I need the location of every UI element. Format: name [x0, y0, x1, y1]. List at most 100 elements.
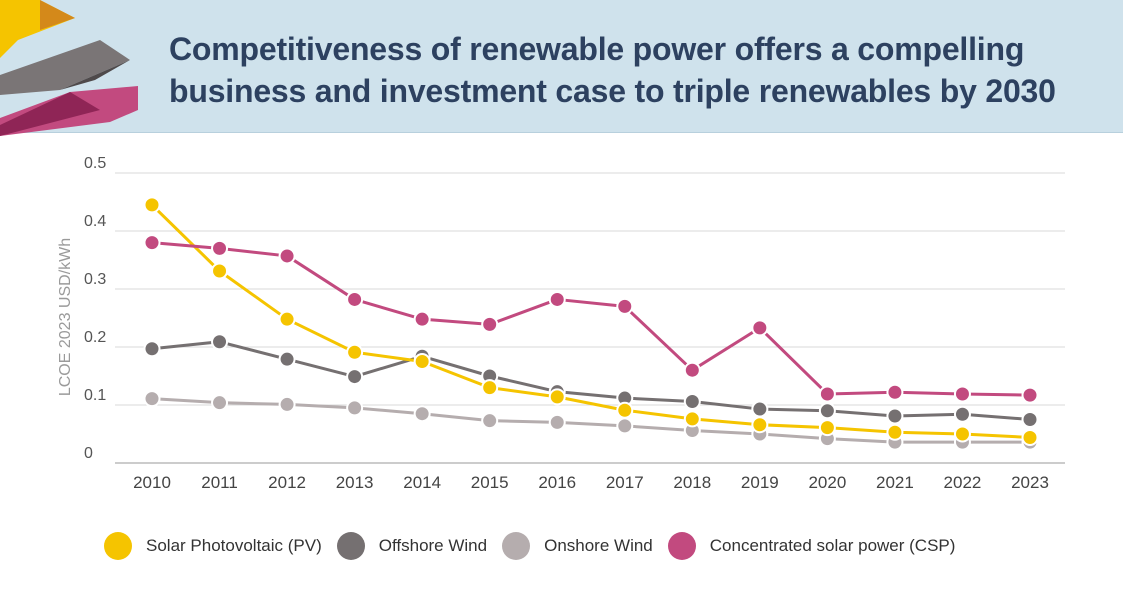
deco-darkgray-shape: [60, 60, 130, 90]
data-point-onshore-wind: [548, 413, 566, 431]
legend-item-onshore-wind: Onshore Wind: [502, 532, 653, 560]
data-point-csp: [886, 383, 904, 401]
series-csp: [143, 234, 1039, 404]
data-point-csp: [413, 310, 431, 328]
data-point-solar-pv: [616, 401, 634, 419]
data-point-onshore-wind: [481, 412, 499, 430]
legend-label-onshore-wind: Onshore Wind: [544, 536, 653, 555]
data-point-solar-pv: [143, 196, 161, 214]
data-point-solar-pv: [1021, 428, 1039, 446]
deco-darkpink-shape: [0, 92, 100, 136]
data-point-csp: [548, 290, 566, 308]
x-tick-label: 2010: [133, 473, 171, 492]
legend-item-csp: Concentrated solar power (CSP): [667, 532, 956, 560]
legend-swatch-csp: [667, 532, 696, 560]
data-point-csp: [278, 247, 296, 265]
data-point-csp: [818, 385, 836, 403]
x-tick-label: 2013: [336, 473, 374, 492]
data-point-csp: [143, 234, 161, 252]
data-point-offshore-wind: [346, 368, 364, 386]
legend-label-csp: Concentrated solar power (CSP): [709, 536, 956, 555]
data-point-csp: [1021, 386, 1039, 404]
series-line-onshore-wind: [151, 397, 1030, 444]
y-axis-ticks: 0 0.1 0.2 0.3 0.4 0.5: [84, 155, 106, 462]
data-point-onshore-wind: [616, 417, 634, 435]
data-point-csp: [616, 297, 634, 315]
x-tick-label: 2014: [403, 473, 441, 492]
y-tick-label: 0.4: [84, 213, 106, 230]
x-tick-label: 2015: [471, 473, 509, 492]
data-point-offshore-wind: [143, 340, 161, 358]
y-tick-label: 0.5: [84, 155, 106, 172]
header-banner: Competitiveness of renewable power offer…: [0, 0, 1123, 136]
series-onshore-wind: [143, 390, 1039, 451]
data-point-onshore-wind: [278, 395, 296, 413]
series-lines: [143, 196, 1039, 451]
y-tick-label: 0.3: [84, 271, 106, 288]
data-point-solar-pv: [953, 425, 971, 443]
data-point-solar-pv: [481, 379, 499, 397]
decorative-triangles-graphic: [0, 0, 138, 136]
x-tick-label: 2020: [808, 473, 846, 492]
legend-item-offshore-wind: Offshore Wind: [336, 532, 488, 560]
series-offshore-wind: [143, 333, 1039, 428]
x-tick-label: 2018: [673, 473, 711, 492]
y-tick-label: 0.1: [84, 387, 106, 404]
data-point-solar-pv: [278, 310, 296, 328]
legend: Solar Photovoltaic (PV) Offshore Wind On…: [104, 530, 970, 562]
data-point-offshore-wind: [886, 407, 904, 425]
data-point-solar-pv: [751, 416, 769, 434]
x-tick-label: 2019: [741, 473, 779, 492]
data-point-csp: [683, 361, 701, 379]
deco-orange-shape: [40, 0, 75, 30]
data-point-offshore-wind: [1021, 411, 1039, 428]
data-point-solar-pv: [413, 353, 431, 370]
lcoe-line-chart: 00.10.20.30.40.5 2010 2011 2012 2013 2014 201…: [57, 155, 1065, 492]
data-point-csp: [346, 290, 364, 308]
x-tick-label: 2016: [538, 473, 576, 492]
series-line-offshore-wind: [151, 340, 1031, 421]
legend-swatch-solar-pv: [104, 532, 132, 560]
data-point-offshore-wind: [211, 333, 229, 351]
data-point-onshore-wind: [346, 399, 364, 417]
data-point-onshore-wind: [413, 405, 431, 423]
data-point-onshore-wind: [211, 394, 229, 412]
data-point-offshore-wind: [683, 393, 701, 411]
x-tick-label: 2023: [1011, 473, 1049, 492]
data-point-csp: [953, 385, 971, 403]
y-tick-label: 0.2: [84, 329, 106, 346]
data-point-solar-pv: [346, 343, 364, 361]
series-line-solar-pv: [150, 203, 1031, 439]
data-point-offshore-wind: [751, 400, 769, 418]
data-point-solar-pv: [886, 423, 904, 441]
x-tick-label: 2017: [606, 473, 644, 492]
legend-item-solar-pv: Solar Photovoltaic (PV): [104, 532, 322, 560]
legend-swatch-offshore-wind: [336, 532, 365, 560]
legend-swatch-onshore-wind: [502, 532, 531, 560]
data-point-offshore-wind: [818, 402, 836, 420]
x-tick-label: 2011: [201, 473, 238, 492]
data-point-solar-pv: [548, 388, 566, 406]
deco-gray-shape: [0, 40, 130, 95]
title-line-2: business and investment case to triple r…: [169, 73, 1056, 109]
legend-label-solar-pv: Solar Photovoltaic (PV): [146, 536, 322, 555]
data-point-solar-pv: [683, 410, 701, 428]
data-point-csp: [481, 315, 499, 333]
data-point-offshore-wind: [278, 350, 296, 368]
series-solar-pv: [143, 196, 1039, 446]
series-line-csp: [151, 241, 1031, 397]
page-title: Competitiveness of renewable power offer…: [169, 28, 1109, 112]
y-axis-label: LCOE 2023 USD/kWh: [57, 238, 74, 396]
data-point-offshore-wind: [953, 405, 971, 423]
data-point-solar-pv: [818, 419, 836, 437]
data-point-csp: [211, 239, 229, 257]
x-tick-label: 2021: [876, 473, 914, 492]
title-line-1: Competitiveness of renewable power offer…: [169, 31, 1025, 67]
y-tick-label: 0: [84, 445, 93, 462]
data-point-csp: [751, 319, 769, 337]
legend-label-offshore-wind: Offshore Wind: [378, 536, 488, 555]
data-point-solar-pv: [211, 262, 229, 280]
x-axis-ticks: 2010 2011 2012 2013 2014 2015 2016 2017 2018 2019…: [133, 473, 1049, 492]
x-tick-label: 2012: [268, 473, 306, 492]
gridlines: [115, 172, 1065, 464]
